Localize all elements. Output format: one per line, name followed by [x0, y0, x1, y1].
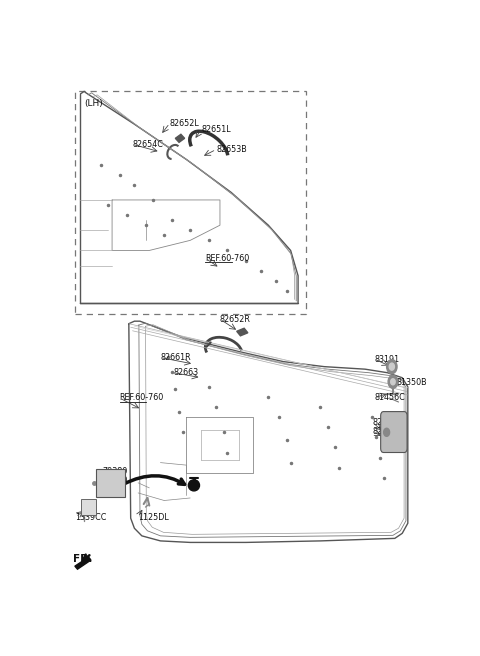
Circle shape: [384, 428, 390, 436]
Text: 79380: 79380: [103, 467, 128, 476]
Polygon shape: [237, 328, 248, 336]
Text: 1125DL: 1125DL: [138, 513, 169, 522]
Text: 82654C: 82654C: [132, 140, 163, 149]
Text: 79390: 79390: [103, 476, 128, 485]
Text: 82610: 82610: [372, 418, 397, 426]
Circle shape: [389, 363, 395, 370]
Ellipse shape: [188, 480, 200, 491]
Text: 81456C: 81456C: [374, 394, 405, 402]
Circle shape: [386, 359, 397, 374]
FancyBboxPatch shape: [96, 468, 125, 497]
Text: 82663: 82663: [173, 368, 199, 377]
Text: 82620: 82620: [372, 427, 398, 436]
Text: 83191: 83191: [374, 354, 399, 363]
Text: 82651L: 82651L: [202, 125, 231, 134]
FancyBboxPatch shape: [381, 411, 407, 453]
Text: 82652R: 82652R: [220, 315, 251, 323]
Text: 82653B: 82653B: [216, 145, 247, 154]
Circle shape: [388, 375, 398, 388]
Text: 1339CC: 1339CC: [76, 513, 107, 522]
Text: FR.: FR.: [73, 554, 92, 564]
FancyBboxPatch shape: [81, 499, 96, 515]
Circle shape: [391, 379, 395, 385]
Polygon shape: [75, 557, 91, 569]
Bar: [75, 91, 305, 314]
Text: (LH): (LH): [84, 99, 103, 108]
Text: 81350B: 81350B: [396, 379, 427, 387]
Text: 82661R: 82661R: [160, 353, 191, 362]
Text: REF.60-760: REF.60-760: [205, 253, 249, 262]
Polygon shape: [175, 134, 185, 142]
Text: REF.60-760: REF.60-760: [120, 394, 164, 402]
Text: 82652L: 82652L: [170, 119, 200, 128]
